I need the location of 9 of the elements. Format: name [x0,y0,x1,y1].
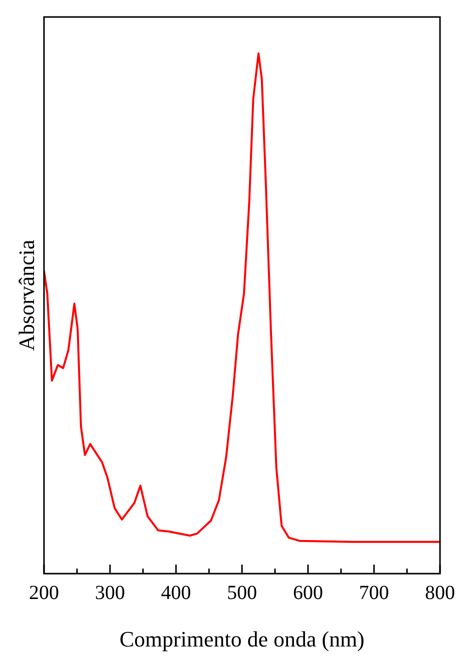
x-tick-label: 800 [425,582,455,604]
x-tick-label: 400 [161,582,191,604]
x-tick-label: 700 [359,582,389,604]
x-tick-label: 600 [293,582,323,604]
x-tick-label: 200 [29,582,59,604]
x-tick-label: 500 [227,582,257,604]
x-axis-title: Comprimento de onda (nm) [119,626,365,652]
y-axis-title: Absorvância [14,239,39,351]
x-tick-label: 300 [95,582,125,604]
